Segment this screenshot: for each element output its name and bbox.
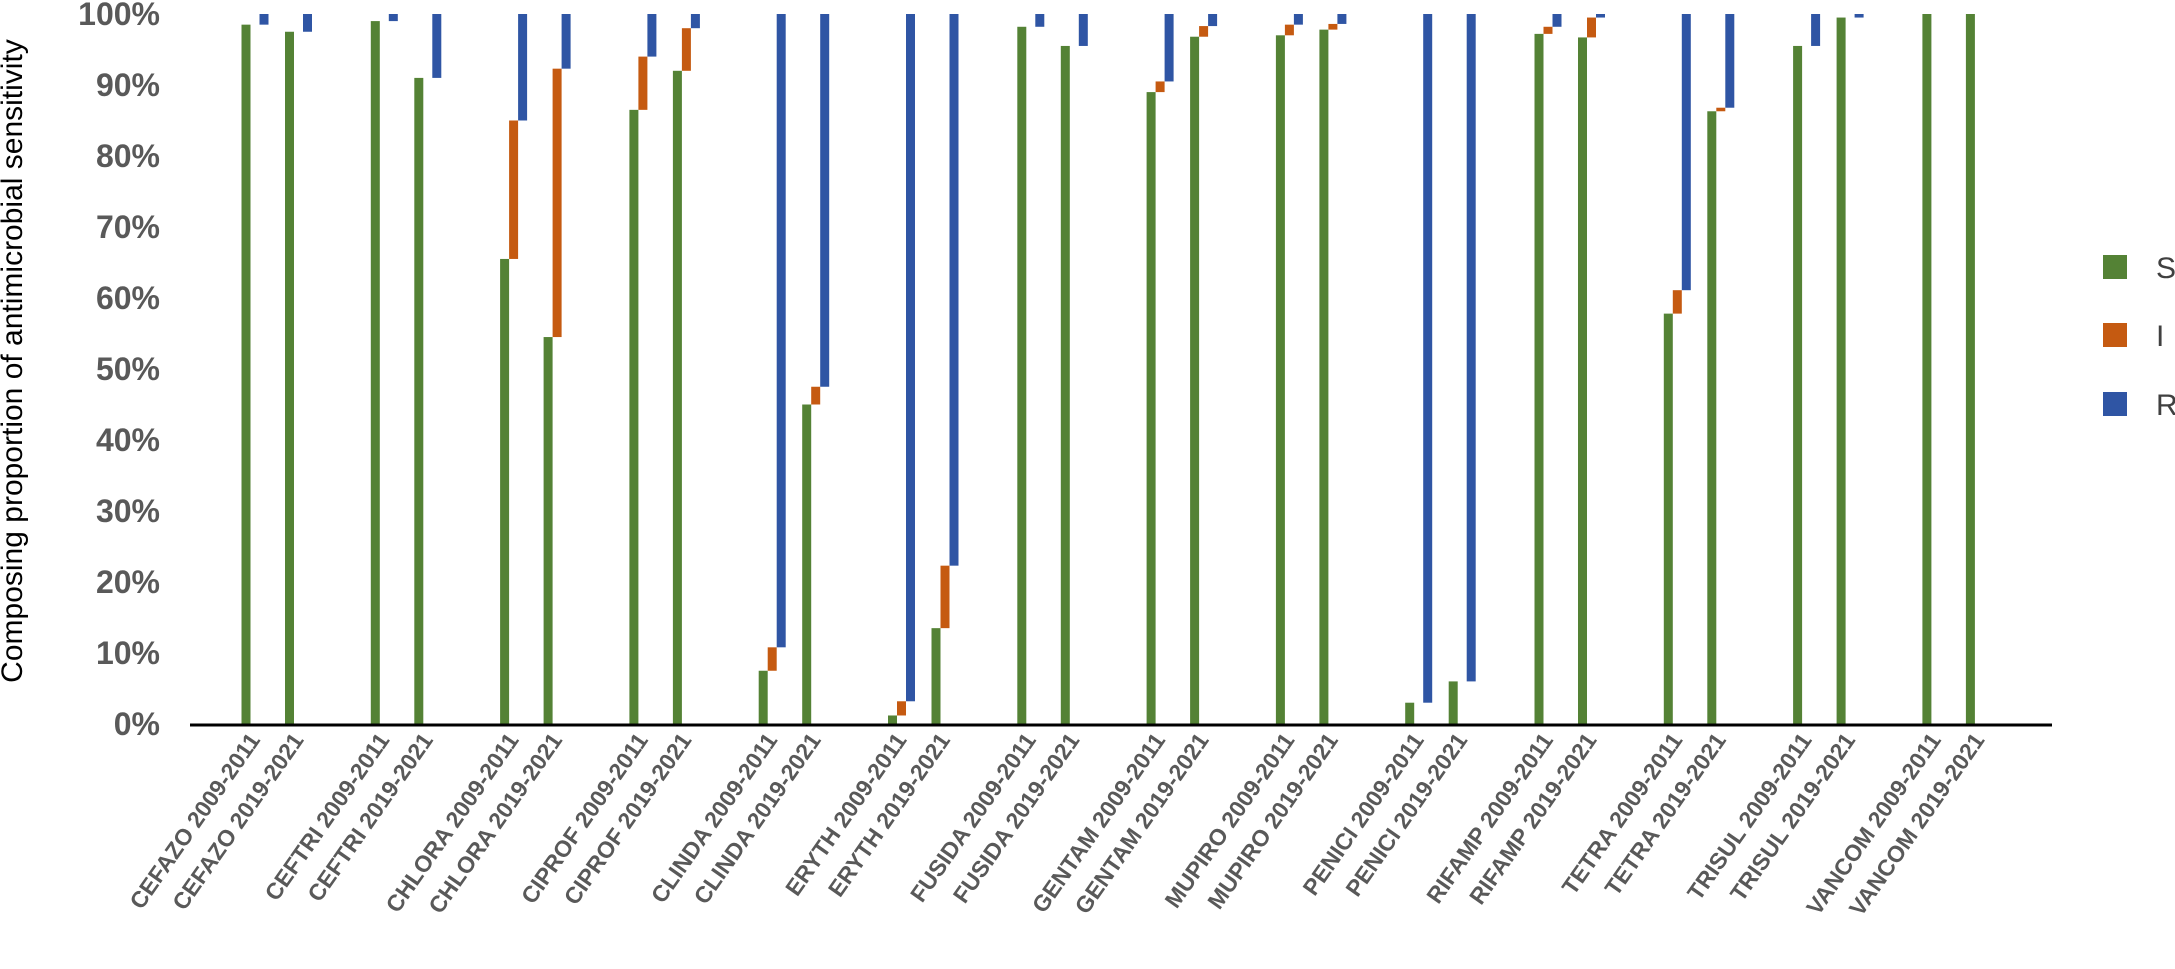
bar-i-17: [1328, 23, 1338, 30]
bar-r-22: [1681, 14, 1691, 291]
bar-s-22: [1663, 313, 1673, 724]
bar-r-3: [432, 14, 442, 78]
bar-i-22: [1672, 290, 1682, 314]
bar-i-21: [1587, 17, 1596, 38]
bar-r-20: [1552, 14, 1562, 27]
bar-s-16: [1275, 35, 1285, 725]
bar-s-7: [672, 70, 682, 725]
legend-label-r: R: [2156, 389, 2175, 422]
legend-swatch-s: [2103, 255, 2127, 279]
bar-s-4: [500, 258, 510, 724]
legend-label-s: S: [2156, 252, 2175, 285]
bar-s-11: [931, 628, 941, 724]
bar-i-4: [509, 120, 519, 259]
bar-s-27: [1965, 14, 1975, 724]
y-tick-label: 70%: [96, 209, 160, 245]
y-tick-label: 90%: [96, 67, 160, 103]
y-tick-label: 10%: [96, 635, 160, 671]
y-tick-label: 60%: [96, 280, 160, 316]
bar-r-0: [259, 14, 269, 25]
bar-s-0: [241, 24, 251, 724]
bar-s-8: [758, 670, 768, 724]
bar-r-21: [1596, 14, 1605, 18]
bar-i-15: [1199, 26, 1209, 37]
bar-s-1: [285, 31, 294, 724]
bar-r-15: [1208, 14, 1218, 27]
bar-i-6: [638, 56, 648, 110]
bar-s-20: [1534, 33, 1544, 724]
bar-r-7: [690, 14, 700, 29]
y-tick-label: 20%: [96, 564, 160, 600]
bar-r-4: [518, 14, 528, 121]
y-axis-label: Composing proportion of antimicrobial se…: [0, 39, 29, 683]
bar-s-2: [370, 21, 380, 725]
bar-r-23: [1725, 14, 1735, 108]
y-tick-label: 30%: [96, 493, 160, 529]
bar-r-12: [1035, 14, 1045, 27]
bar-r-13: [1078, 14, 1088, 46]
bar-s-14: [1146, 92, 1156, 725]
bar-s-24: [1793, 45, 1803, 724]
y-tick-label: 0%: [114, 706, 160, 742]
legend-swatch-r: [2103, 392, 2127, 416]
bar-r-19: [1466, 14, 1476, 682]
bar-s-25: [1836, 17, 1846, 725]
bar-r-24: [1811, 14, 1821, 46]
bar-r-9: [820, 14, 830, 387]
bar-s-6: [629, 109, 639, 725]
bar-r-17: [1337, 14, 1347, 24]
bar-s-26: [1922, 14, 1932, 724]
bar-r-16: [1293, 14, 1303, 25]
bar-r-25: [1854, 14, 1864, 18]
bar-r-5: [561, 14, 571, 69]
bar-i-5: [552, 68, 562, 338]
bar-r-2: [388, 14, 398, 22]
bar-r-14: [1164, 14, 1174, 82]
bar-s-18: [1405, 702, 1415, 724]
bar-i-11: [940, 565, 950, 629]
bar-s-12: [1017, 26, 1027, 724]
bar-r-10: [906, 14, 915, 702]
bar-r-18: [1423, 14, 1433, 703]
bar-i-7: [681, 28, 691, 71]
bar-i-9: [811, 386, 821, 405]
bar-i-16: [1284, 24, 1294, 36]
bar-i-14: [1155, 81, 1165, 93]
bars: [241, 14, 1975, 725]
bar-i-8: [767, 647, 777, 671]
y-axis-ticks: 0% 10% 20% 30% 40% 50% 60% 70% 80% 90% 100%: [78, 0, 160, 742]
bar-r-1: [303, 14, 312, 32]
bar-r-8: [776, 14, 786, 648]
bar-s-5: [543, 337, 553, 724]
bar-s-3: [414, 77, 424, 724]
y-tick-label: 100%: [78, 0, 160, 32]
bar-s-13: [1060, 45, 1070, 724]
legend-label-i: I: [2156, 320, 2164, 353]
bar-s-23: [1707, 111, 1717, 724]
bar-i-20: [1543, 26, 1553, 34]
bar-s-19: [1448, 681, 1458, 724]
bar-s-21: [1578, 37, 1587, 725]
bar-s-10: [888, 715, 897, 724]
bar-r-11: [949, 14, 959, 566]
bar-s-15: [1190, 36, 1200, 725]
legend-swatch-i: [2103, 323, 2127, 347]
bar-s-17: [1319, 29, 1329, 725]
bar-i-10: [897, 701, 906, 716]
bar-r-6: [647, 14, 657, 57]
legend: S I R: [2103, 252, 2175, 422]
bar-s-9: [802, 404, 812, 724]
y-tick-label: 40%: [96, 422, 160, 458]
y-tick-label: 50%: [96, 351, 160, 387]
bar-i-23: [1716, 107, 1726, 112]
y-tick-label: 80%: [96, 138, 160, 174]
